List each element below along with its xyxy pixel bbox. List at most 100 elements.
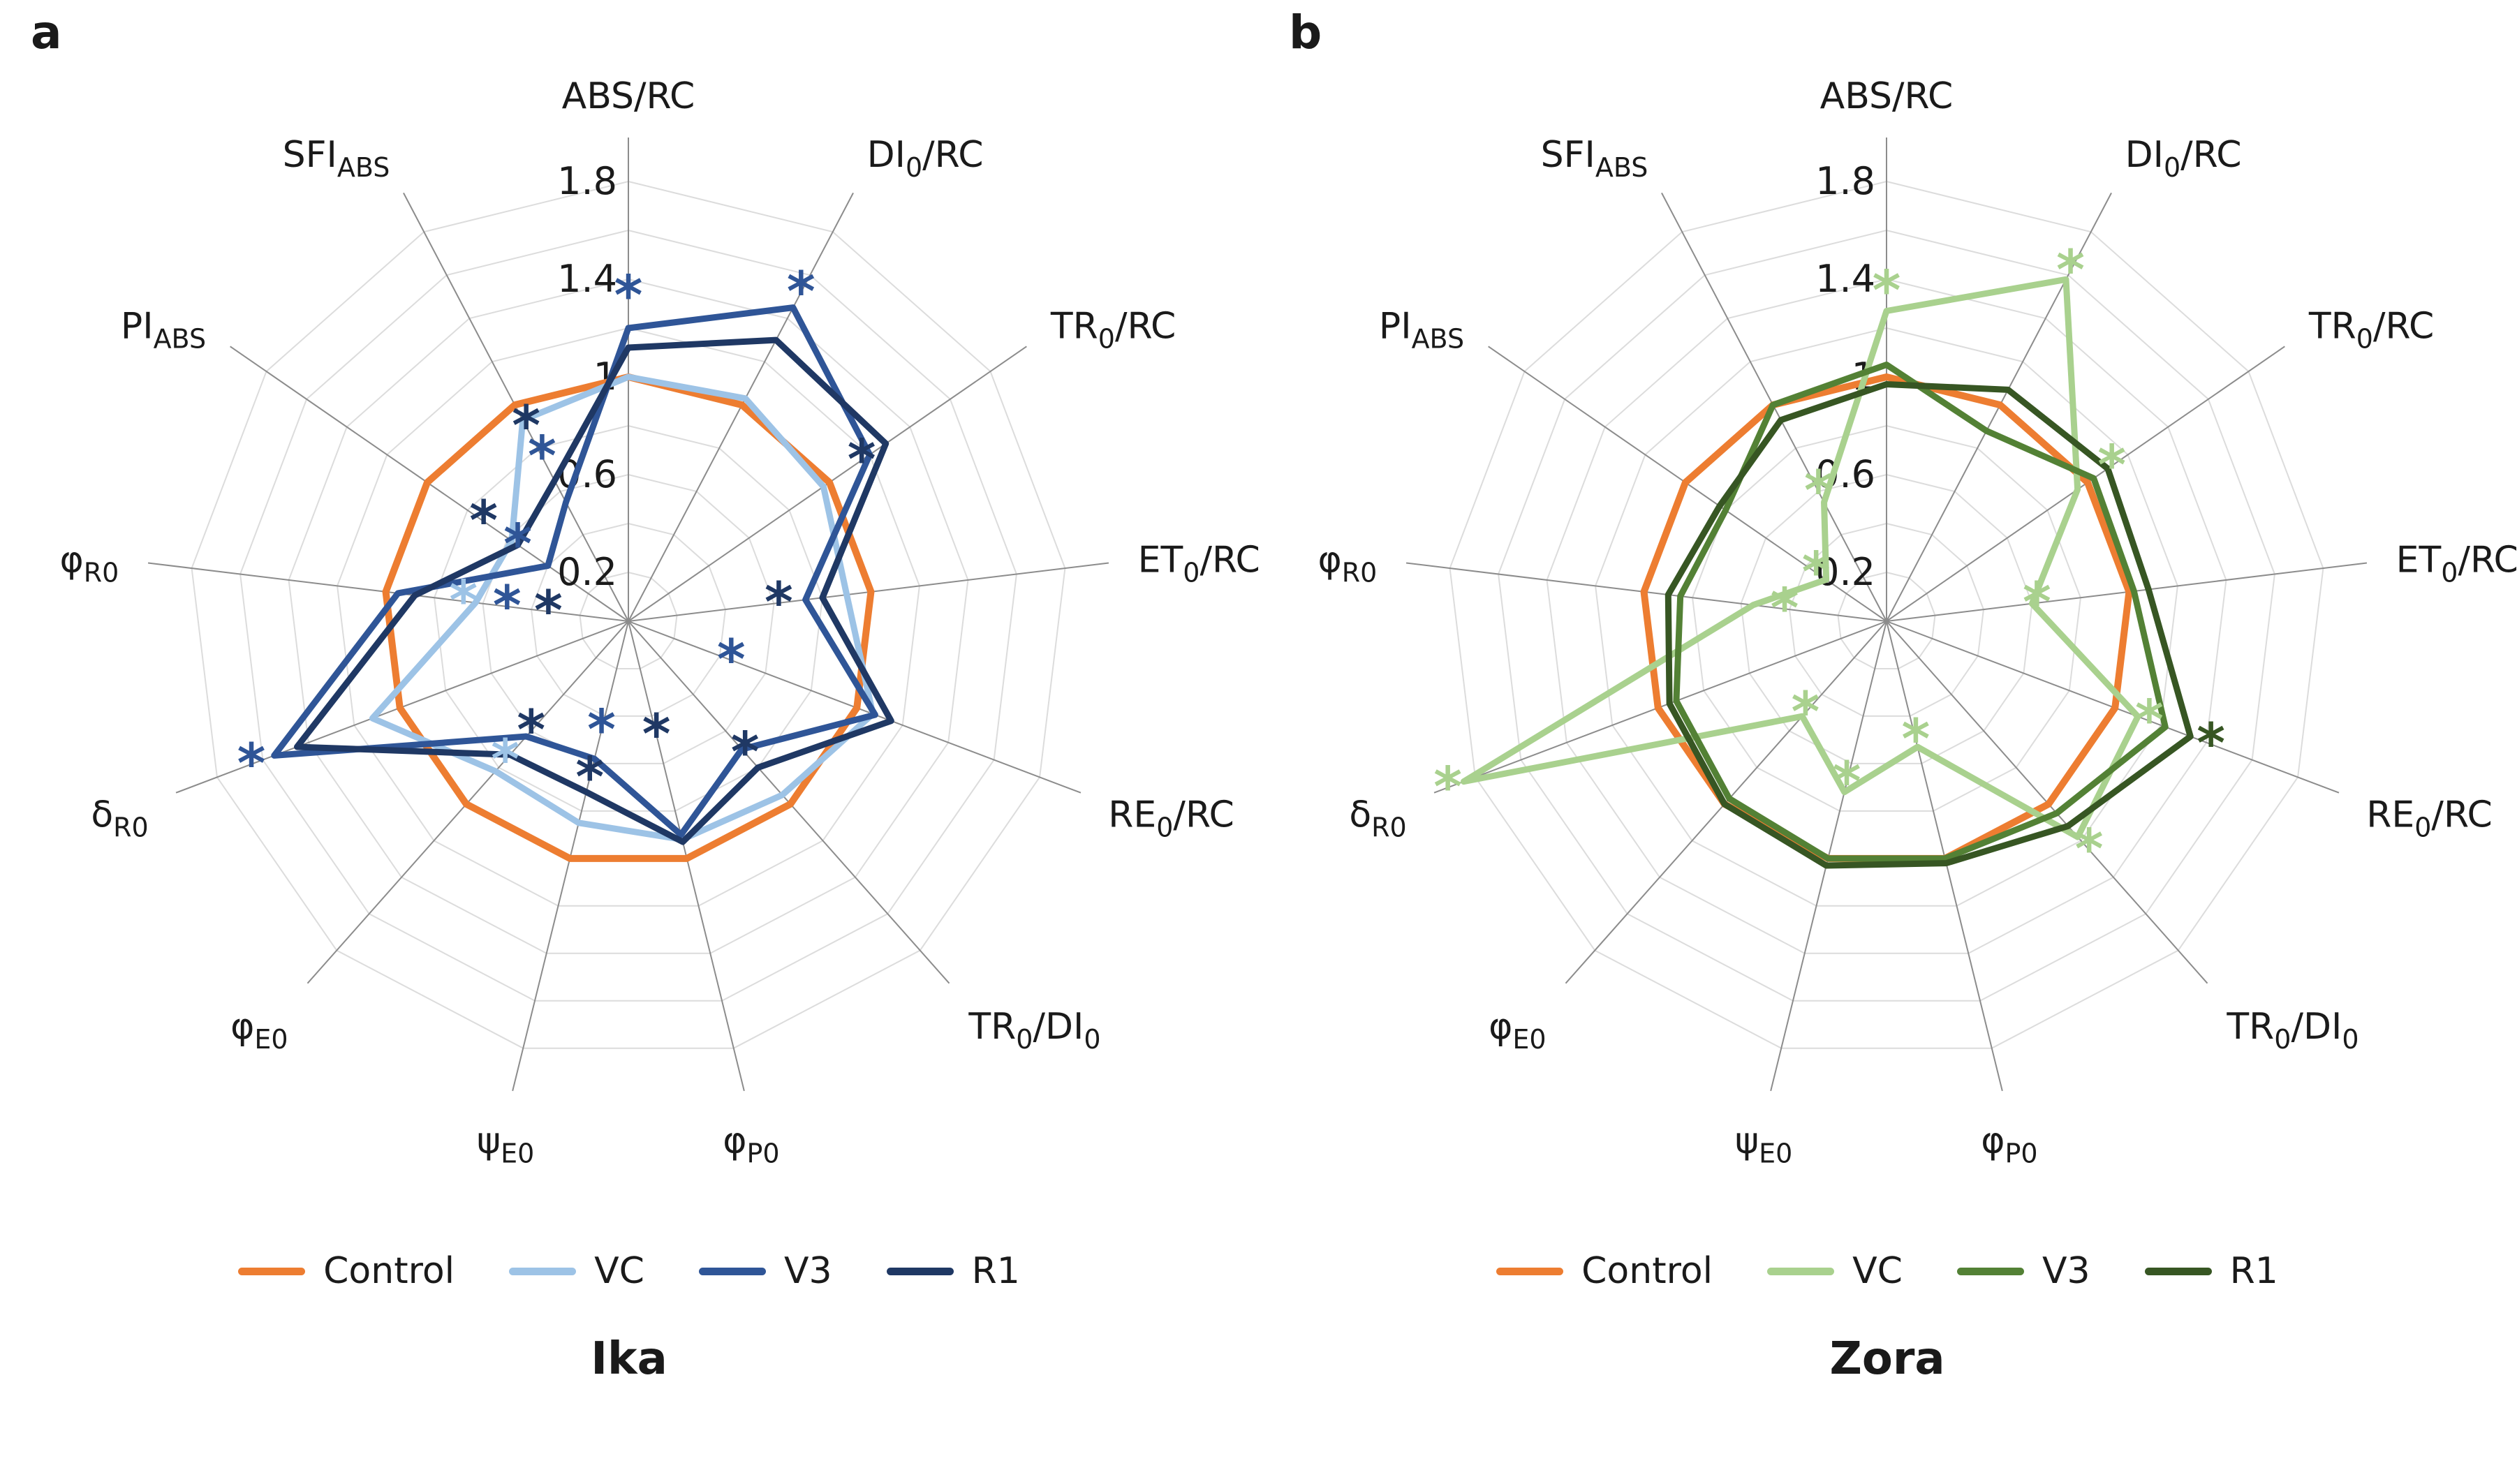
axis-label: ABS/RC xyxy=(562,75,695,117)
grid-ring xyxy=(530,522,727,717)
significance-marker: * xyxy=(449,570,478,632)
axis-label: ψE0 xyxy=(477,1120,535,1169)
significance-marker: * xyxy=(587,699,616,762)
axis-label: ET0/RC xyxy=(2396,539,2516,588)
axis-label: φP0 xyxy=(1981,1120,2037,1169)
legend-label: Control xyxy=(323,1250,455,1292)
axis-label: PIABS xyxy=(121,305,206,354)
legend-item-r1: R1 xyxy=(886,1250,1020,1292)
legend-zora: Control VC V3 R1 xyxy=(1496,1233,2278,1309)
panel-b: b 0.2 0.6 1 1.4 1.8 ABS/RC DI0/RC TR0/RC ET0/RC R… xyxy=(1258,0,2516,1484)
legend-item-v3: V3 xyxy=(698,1250,832,1292)
axis-label: SFIABS xyxy=(1541,134,1648,183)
legend-swatch xyxy=(1767,1267,1835,1275)
significance-marker: * xyxy=(1833,751,1861,814)
legend-swatch xyxy=(1956,1267,2024,1275)
axis-label: TR0/RC xyxy=(2308,305,2434,354)
radial-tick-label: 1.4 xyxy=(1815,257,1875,301)
significance-marker: * xyxy=(237,733,266,796)
axis-label: DI0/RC xyxy=(867,134,984,183)
radial-tick-label: 1.8 xyxy=(1815,159,1875,203)
axis-label: SFIABS xyxy=(283,134,390,183)
legend-label: R1 xyxy=(971,1250,1020,1292)
significance-marker: * xyxy=(575,746,604,809)
significance-marker: * xyxy=(642,704,671,766)
significance-marker: * xyxy=(765,572,793,635)
legend-swatch xyxy=(238,1267,306,1275)
significance-marker: * xyxy=(469,490,498,553)
grid-ring xyxy=(1449,180,2324,1049)
radial-tick-label: 1.4 xyxy=(557,257,617,301)
significance-marker: * xyxy=(493,575,522,638)
legend-label: V3 xyxy=(2042,1250,2090,1292)
legend-item-control: Control xyxy=(1496,1250,1713,1292)
series-line-r1 xyxy=(1665,381,2194,869)
significance-marker: * xyxy=(512,395,540,458)
legend-ika: Control VC V3 R1 xyxy=(238,1233,1020,1309)
axis-label: φE0 xyxy=(230,1006,288,1055)
significance-marker: * xyxy=(1873,260,1901,323)
series-line-v3 xyxy=(1673,362,2169,862)
significance-marker: * xyxy=(717,629,746,692)
axis-label: δR0 xyxy=(91,794,148,843)
legend-item-control: Control xyxy=(238,1250,455,1292)
significance-marker: * xyxy=(1433,756,1462,819)
legend-label: R1 xyxy=(2229,1250,2278,1292)
axis-label: φR0 xyxy=(59,539,119,588)
radar-chart-zora: 0.20.611.41.8ABS/RCDI0/RCTR0/RCET0/RCRE0… xyxy=(1317,75,2516,1169)
axis-label: φP0 xyxy=(723,1120,779,1169)
legend-swatch xyxy=(1496,1267,1564,1275)
axis-label: TR0/DI0 xyxy=(2226,1006,2359,1055)
significance-marker: * xyxy=(2056,239,2085,302)
legend-label: VC xyxy=(1852,1250,1903,1292)
grid-ring xyxy=(1595,327,2178,907)
grid-ring xyxy=(191,180,1066,1049)
series-line-control xyxy=(382,373,875,862)
significance-marker: * xyxy=(1804,460,1833,523)
series-line-vc xyxy=(369,373,876,843)
grid-ring xyxy=(288,278,969,954)
grid-ring xyxy=(1498,229,2275,1002)
axis-label: ABS/RC xyxy=(1820,75,1954,117)
significance-marker: * xyxy=(503,514,532,577)
axis-label: φR0 xyxy=(1317,539,1377,588)
significance-marker: * xyxy=(1792,681,1820,744)
legend-swatch xyxy=(698,1267,766,1275)
grid-ring xyxy=(1837,571,1936,669)
legend-label: VC xyxy=(594,1250,644,1292)
legend-swatch xyxy=(509,1267,577,1275)
axis-label: PIABS xyxy=(1379,305,1464,354)
legend-item-vc: VC xyxy=(509,1250,644,1292)
grid-ring xyxy=(1788,522,1985,717)
radar-chart-ika: 0.20.611.41.8ABS/RCDI0/RCTR0/RCET0/RCRE0… xyxy=(59,75,1258,1169)
legend-item-r1: R1 xyxy=(2144,1250,2278,1292)
significance-marker: * xyxy=(1771,577,1799,640)
chart-title-ika: Ika xyxy=(591,1333,667,1385)
significance-marker: * xyxy=(731,722,760,785)
significance-marker: * xyxy=(2023,572,2051,635)
grid-ring xyxy=(239,229,1017,1002)
significance-marker: * xyxy=(2135,690,2164,752)
significance-marker: * xyxy=(614,265,643,328)
axis-label: TR0/DI0 xyxy=(968,1006,1100,1055)
panel-letter-a: a xyxy=(31,6,62,59)
chart-title-zora: Zora xyxy=(1829,1333,1945,1385)
legend-swatch xyxy=(2144,1267,2212,1275)
significance-marker: * xyxy=(2097,434,2126,497)
axis-label: ET0/RC xyxy=(1138,539,1258,588)
significance-marker: * xyxy=(2075,818,2104,881)
grid-ring xyxy=(1546,278,2227,954)
axis-label: TR0/RC xyxy=(1050,305,1176,354)
panel-letter-b: b xyxy=(1289,6,1322,59)
significance-marker: * xyxy=(848,429,876,491)
axis-label: RE0/RC xyxy=(2366,794,2493,843)
legend-label: Control xyxy=(1581,1250,1713,1292)
panel-a: a 0.2 0.6 1 1.4 1.8 ABS/RC DI0/RC TR0/RC ET0/RC R… xyxy=(0,0,1258,1484)
series-line-vc xyxy=(1461,276,2141,840)
significance-marker: * xyxy=(517,699,545,762)
series-line-v3 xyxy=(271,304,878,838)
significance-marker: * xyxy=(528,425,556,488)
axis-label: DI0/RC xyxy=(2125,134,2242,183)
axis-label: φE0 xyxy=(1489,1006,1547,1055)
